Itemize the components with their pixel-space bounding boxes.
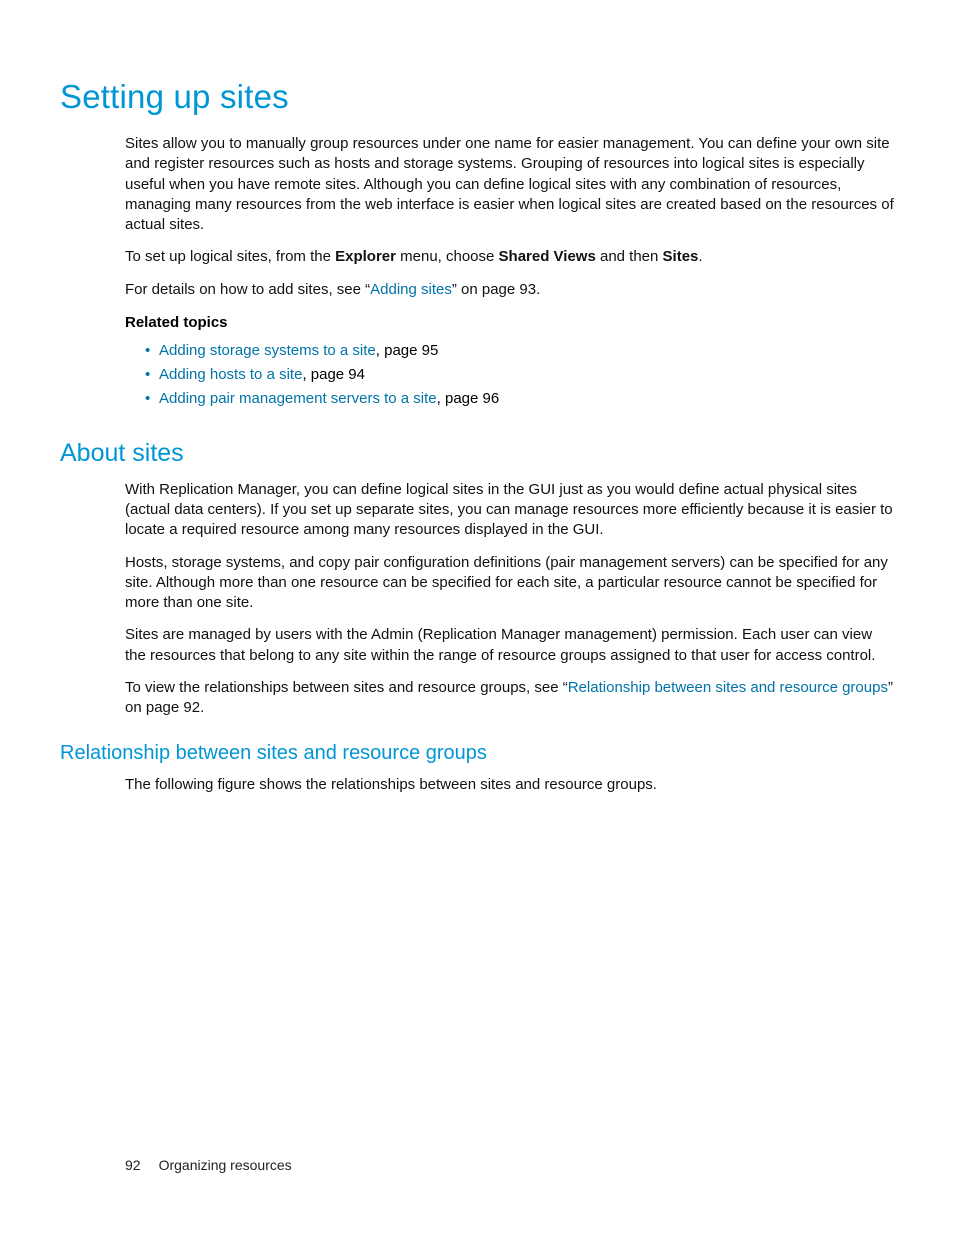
heading-about-sites: About sites — [60, 439, 894, 468]
section-relationship: The following figure shows the relations… — [125, 775, 894, 795]
about-paragraph-4: To view the relationships between sites … — [125, 678, 894, 719]
intro-paragraph-2: To set up logical sites, from the Explor… — [125, 247, 894, 267]
about-paragraph-3: Sites are managed by users with the Admi… — [125, 625, 894, 666]
text: and then — [596, 248, 663, 265]
heading-setting-up-sites: Setting up sites — [60, 78, 894, 116]
text: menu, choose — [396, 248, 499, 265]
shared-views-label: Shared Views — [499, 248, 596, 265]
text: , page 96 — [437, 390, 500, 407]
relationship-paragraph-1: The following figure shows the relations… — [125, 775, 894, 795]
text: , page 94 — [302, 366, 365, 383]
about-paragraph-2: Hosts, storage systems, and copy pair co… — [125, 553, 894, 614]
intro-paragraph-1: Sites allow you to manually group resour… — [125, 134, 894, 235]
heading-relationship-sites-resource-groups: Relationship between sites and resource … — [60, 742, 894, 765]
sites-label: Sites — [663, 248, 699, 265]
related-topics-list: Adding storage systems to a site, page 9… — [125, 339, 894, 411]
explorer-menu-label: Explorer — [335, 248, 396, 265]
text: To view the relationships between sites … — [125, 679, 568, 696]
link-adding-sites[interactable]: Adding sites — [370, 281, 452, 298]
link-adding-hosts[interactable]: Adding hosts to a site — [159, 366, 302, 383]
section-about-sites: With Replication Manager, you can define… — [125, 480, 894, 719]
text: . — [698, 248, 702, 265]
page: Setting up sites Sites allow you to manu… — [0, 0, 954, 1235]
text: ” on page 93. — [452, 281, 540, 298]
page-number: 92 — [125, 1157, 141, 1173]
link-adding-storage-systems[interactable]: Adding storage systems to a site — [159, 342, 376, 359]
text: To set up logical sites, from the — [125, 248, 335, 265]
text: , page 95 — [376, 342, 439, 359]
footer-chapter-title: Organizing resources — [159, 1157, 292, 1173]
related-topics-heading: Related topics — [125, 314, 894, 331]
list-item: Adding hosts to a site, page 94 — [145, 363, 894, 387]
page-footer: 92 Organizing resources — [125, 1157, 292, 1173]
list-item: Adding pair management servers to a site… — [145, 387, 894, 411]
about-paragraph-1: With Replication Manager, you can define… — [125, 480, 894, 541]
link-adding-pair-management-servers[interactable]: Adding pair management servers to a site — [159, 390, 437, 407]
text: For details on how to add sites, see “ — [125, 281, 370, 298]
intro-paragraph-3: For details on how to add sites, see “Ad… — [125, 280, 894, 300]
section-intro: Sites allow you to manually group resour… — [125, 134, 894, 411]
list-item: Adding storage systems to a site, page 9… — [145, 339, 894, 363]
link-relationship-sites-resource-groups[interactable]: Relationship between sites and resource … — [568, 679, 888, 696]
